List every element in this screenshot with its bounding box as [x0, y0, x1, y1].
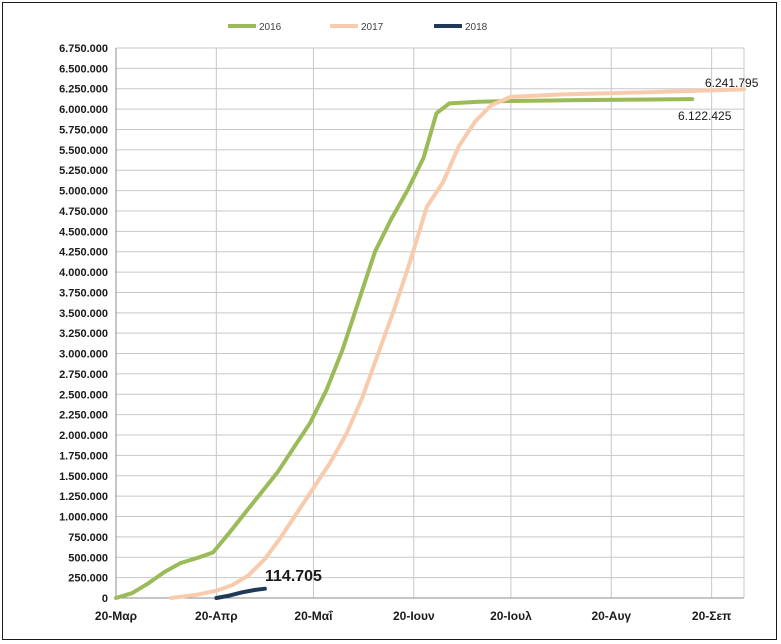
- y-tick-label: 1.500.000: [59, 471, 108, 483]
- y-tick-label: 5.500.000: [59, 145, 108, 157]
- y-tick-label: 6.250.000: [59, 84, 108, 96]
- y-tick-label: 250.000: [68, 573, 108, 585]
- x-tick-label: 20-Απρ: [195, 609, 238, 623]
- legend-label-2017: 2017: [361, 22, 384, 33]
- y-tick-label: 1.000.000: [59, 512, 108, 524]
- y-tick-label: 6.500.000: [59, 63, 108, 75]
- y-tick-label: 3.250.000: [59, 328, 108, 340]
- y-tick-label: 2.250.000: [59, 410, 108, 422]
- y-tick-label: 1.750.000: [59, 450, 108, 462]
- y-tick-label: 4.000.000: [59, 267, 108, 279]
- x-tick-label: 20-Μαρ: [95, 609, 137, 623]
- y-axis-ticks: 0 250.000 500.000 750.000 1.000.000 1.250.000…: [59, 43, 108, 605]
- x-tick-label: 20-Ιουν: [393, 609, 435, 623]
- series-line-2016: [114, 97, 695, 600]
- annotation-2016-final: 6.122.425: [678, 109, 732, 123]
- y-tick-label: 5.000.000: [59, 186, 108, 198]
- y-tick-label: 2.750.000: [59, 369, 108, 381]
- legend: 2016 2017 2018: [228, 22, 488, 33]
- legend-label-2016: 2016: [259, 22, 282, 33]
- y-tick-label: 5.750.000: [59, 124, 108, 136]
- y-tick-label: 2.000.000: [59, 430, 108, 442]
- x-tick-label: 20-Σεπ: [692, 609, 731, 623]
- y-tick-label: 4.500.000: [59, 226, 108, 238]
- gridlines: [115, 47, 745, 599]
- y-tick-label: 3.000.000: [59, 349, 108, 361]
- x-tick-label: 20-Ιουλ: [490, 609, 532, 623]
- x-axis-ticks: 20-Μαρ 20-Απρ 20-Μαΐ 20-Ιουν 20-Ιουλ 20-Αυγ 20…: [95, 609, 731, 623]
- y-tick-label: 5.250.000: [59, 165, 108, 177]
- annotation-2018-current: 114.705: [265, 568, 322, 585]
- y-tick-label: 2.500.000: [59, 389, 108, 401]
- series-line-2018: [214, 586, 267, 600]
- y-tick-label: 3.500.000: [59, 308, 108, 320]
- x-tick-label: 20-Αυγ: [591, 609, 631, 623]
- y-tick-label: 1.250.000: [59, 491, 108, 503]
- legend-label-2018: 2018: [465, 22, 488, 33]
- y-tick-label: 6.000.000: [59, 104, 108, 116]
- y-tick-label: 4.250.000: [59, 247, 108, 259]
- series-lines: [114, 87, 746, 600]
- y-tick-label: 500.000: [68, 552, 108, 564]
- y-tick-label: 750.000: [68, 532, 108, 544]
- y-tick-label: 3.750.000: [59, 287, 108, 299]
- x-tick-label: 20-Μαΐ: [294, 609, 333, 623]
- series-line-2017: [169, 87, 746, 600]
- y-tick-label: 4.750.000: [59, 206, 108, 218]
- y-tick-label: 0: [102, 593, 108, 605]
- annotation-2017-final: 6.241.795: [705, 76, 759, 90]
- y-tick-label: 6.750.000: [59, 43, 108, 55]
